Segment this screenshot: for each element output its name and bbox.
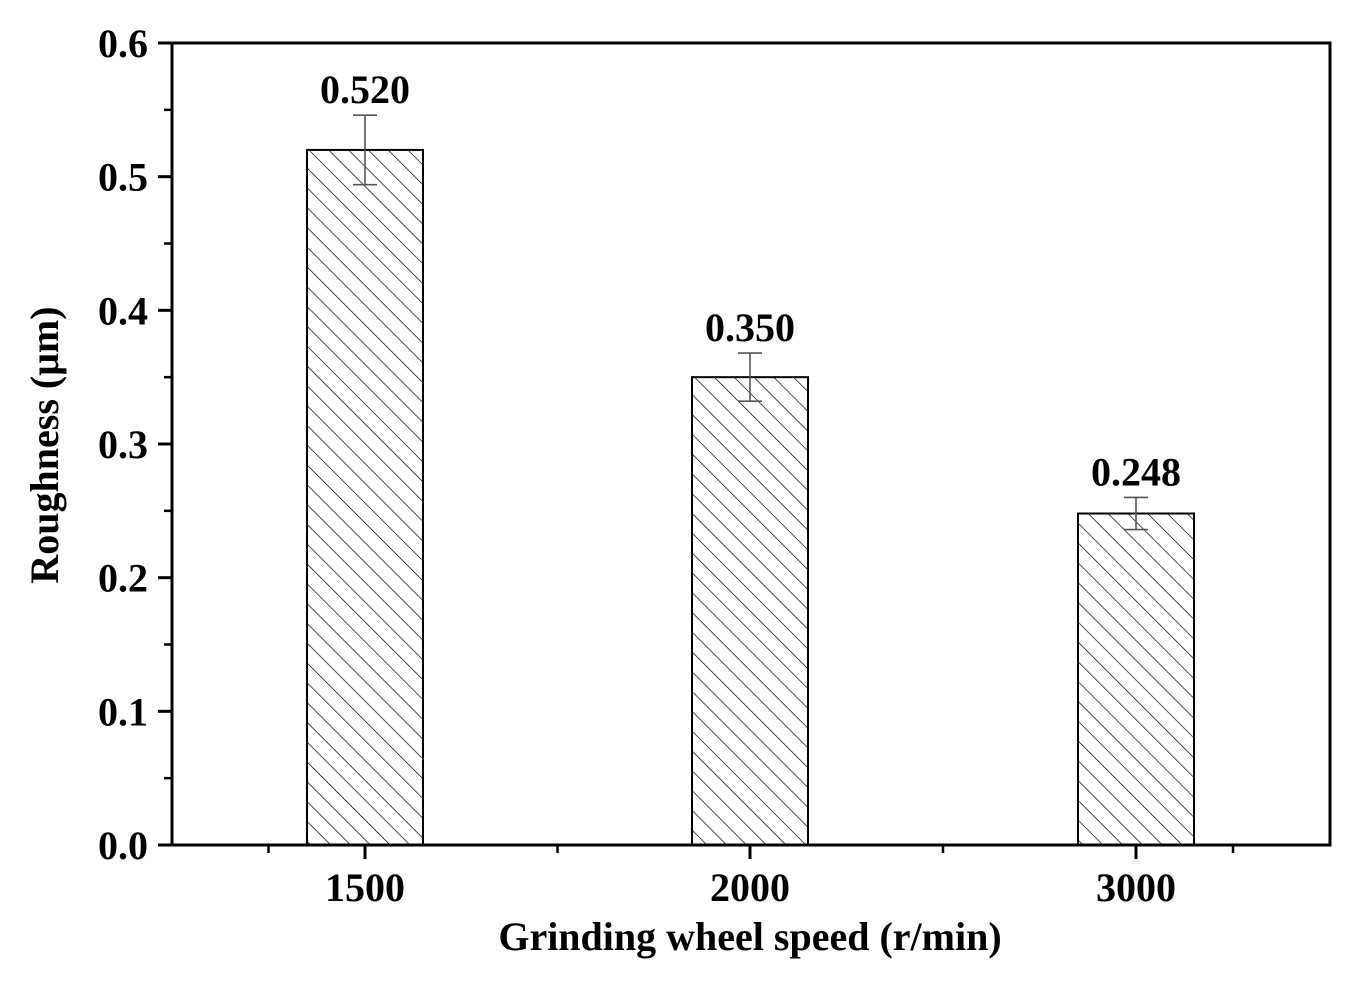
- error-bar-2000: [738, 352, 762, 403]
- y-tick-label: 0.2: [98, 556, 148, 601]
- error-bar-1500: [353, 114, 377, 186]
- y-tick-label: 0.3: [98, 422, 148, 467]
- data-label-2000: 0.350: [705, 305, 795, 350]
- y-axis-title: Roughness (μm): [22, 306, 67, 583]
- y-tick-label: 0.6: [98, 21, 148, 66]
- y-tick-label: 0.4: [98, 288, 148, 333]
- axes-layer: [158, 41, 1332, 859]
- data-label-1500: 0.520: [320, 67, 410, 112]
- labels-layer: 0.520 0.350 0.248 0.0 0.1 0.2 0.3 0.4 0.5 0.6 1500…: [98, 21, 1181, 910]
- bars-layer: [306, 148, 1195, 846]
- x-axis-title: Grinding wheel speed (r/min): [498, 914, 1001, 959]
- y-tick-label: 0.1: [98, 689, 148, 734]
- y-tick-label: 0.5: [98, 155, 148, 200]
- error-bars-layer: [353, 114, 1148, 531]
- x-tick-label-1500: 1500: [325, 865, 405, 910]
- bar-2000: [691, 376, 809, 846]
- bar-1500: [306, 148, 424, 846]
- bar-3000: [1077, 512, 1195, 846]
- data-label-3000: 0.248: [1091, 449, 1181, 494]
- error-bar-3000: [1124, 496, 1148, 531]
- x-tick-label-3000: 3000: [1096, 865, 1176, 910]
- y-tick-label: 0.0: [98, 823, 148, 868]
- x-tick-label-2000: 2000: [710, 865, 790, 910]
